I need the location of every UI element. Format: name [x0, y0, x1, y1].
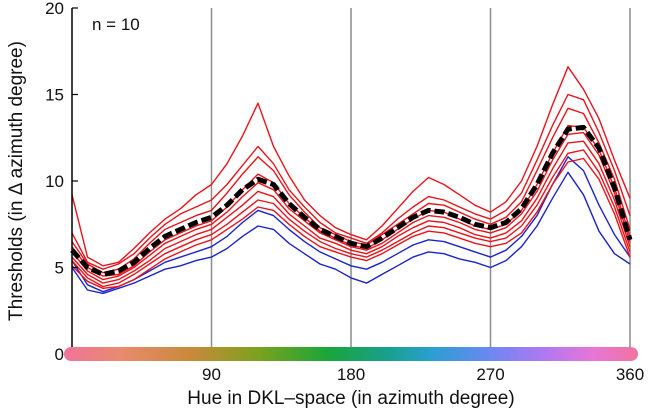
y-tick-label-5: 5	[55, 259, 64, 278]
x-tick-label-360: 360	[616, 365, 644, 384]
y-tick-label-20: 20	[45, 0, 64, 18]
low-threshold-series	[71, 156, 631, 295]
tick-labels: 0 5 10 15 20 90 180 270 360	[45, 0, 644, 384]
sample-size-annotation: n = 10	[92, 15, 140, 34]
y-tick-label-10: 10	[45, 172, 64, 191]
x-axis-title: Hue in DKL–space (in azimuth degree)	[187, 388, 514, 409]
series-line-8	[71, 157, 631, 289]
mean-series	[70, 124, 633, 277]
series-line-2	[71, 93, 631, 270]
x-tick-label-270: 270	[476, 365, 504, 384]
series-line-6	[71, 140, 631, 284]
x-tick-label-90: 90	[202, 365, 221, 384]
hue-color-bar	[64, 347, 638, 361]
series-line-7	[71, 149, 631, 288]
series-line-5	[71, 131, 631, 281]
y-axis-title: Thresholds (in Δ azimuth degree)	[6, 41, 27, 321]
axes	[71, 7, 78, 355]
mean-series-line	[70, 124, 633, 277]
series-line-1	[71, 66, 631, 267]
x-tick-label-180: 180	[337, 365, 365, 384]
y-tick-label-0: 0	[55, 345, 64, 364]
grid-lines	[210, 8, 631, 354]
low-series-line-1	[71, 171, 631, 295]
y-tick-label-15: 15	[45, 86, 64, 105]
low-series-line-2	[71, 156, 631, 293]
